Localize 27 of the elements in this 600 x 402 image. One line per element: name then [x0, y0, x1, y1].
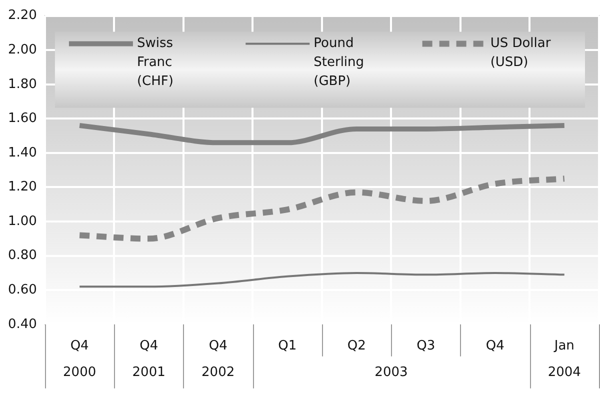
x-tick-label: Jan [553, 338, 574, 354]
text: 2003 [374, 364, 408, 380]
y-tick-label: 2.20 [8, 8, 37, 24]
x-tick-label: Q1 [278, 338, 297, 354]
line-series [78, 272, 566, 288]
text: 2002 [202, 364, 235, 380]
y-tick-label: 0.40 [8, 316, 37, 332]
legend-label: Pound Sterling (GBP) [314, 36, 364, 90]
y-tick-label: 0.60 [8, 282, 37, 298]
y-tick-label: 1.80 [8, 76, 37, 92]
y-tick-label: 1.60 [8, 111, 37, 126]
text: 2004 [548, 364, 581, 380]
legend-label: US Dollar (USD) [490, 36, 552, 70]
y-tick-label: 0.80 [8, 248, 37, 264]
x-tick-label: Q4 [486, 338, 504, 354]
y-tick-label: 2.00 [8, 42, 37, 58]
x-tick-label: Q4 [140, 338, 158, 354]
x-tick-label: Q4 [208, 338, 228, 354]
x-tick-label: Q3 [416, 338, 436, 354]
x-tick-label: Q2 [347, 338, 366, 354]
text: 2001 [132, 364, 166, 380]
y-tick-label: 1.20 [8, 180, 37, 195]
y-tick-label: 1.00 [8, 214, 37, 229]
text: 2000 [63, 364, 96, 380]
y-tick-label: 1.40 [8, 145, 37, 160]
legend-label: Swiss Franc (CHF) [136, 36, 174, 90]
x-tick-label: Q4 [70, 338, 89, 354]
